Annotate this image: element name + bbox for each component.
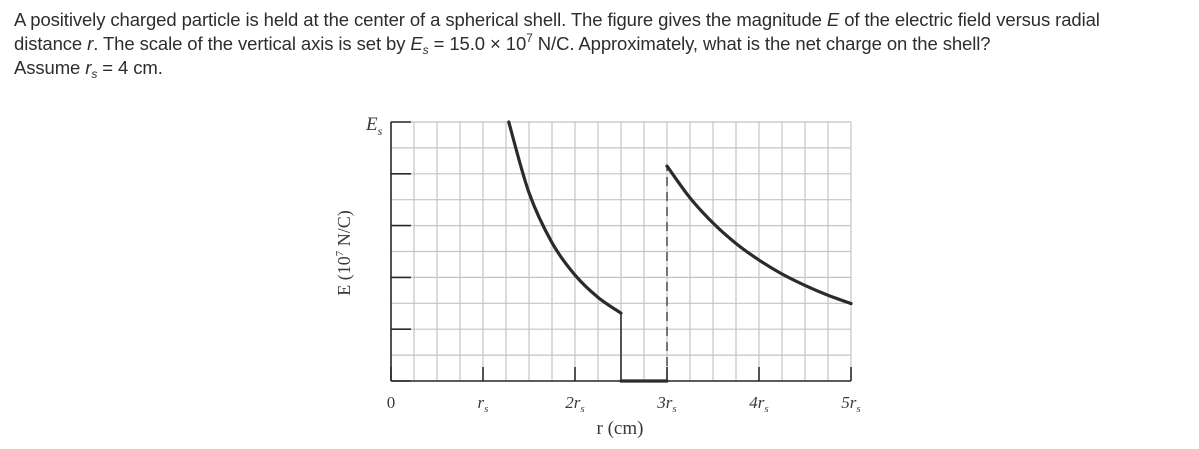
x-tick-label: 4rs <box>749 393 768 415</box>
x-axis-label: r (cm) <box>597 418 644 439</box>
x-tick-label: rs <box>478 393 489 415</box>
x-tick-label: 2rs <box>565 393 584 415</box>
x-tick-label: 5rs <box>841 393 860 415</box>
chart-curves <box>507 120 853 383</box>
chart-labels: E (107 N/C) Es r (cm) 0 rs 2rs 3rs 4rs 5rs <box>334 114 861 439</box>
y-axis-label: E (107 N/C) <box>334 210 355 296</box>
question-line-1: A positively charged particle is held at… <box>14 9 1100 30</box>
question-text: A positively charged particle is held at… <box>14 8 1189 80</box>
x-tick-label: 3rs <box>656 393 676 415</box>
x-tick-label: 0 <box>387 393 396 412</box>
y-top-label: Es <box>365 114 383 138</box>
series-line <box>507 120 623 315</box>
question-line-3: Assume rs = 4 cm. <box>14 57 163 81</box>
question-line-2: distance r. The scale of the vertical ax… <box>14 31 991 57</box>
series-line <box>665 164 853 306</box>
